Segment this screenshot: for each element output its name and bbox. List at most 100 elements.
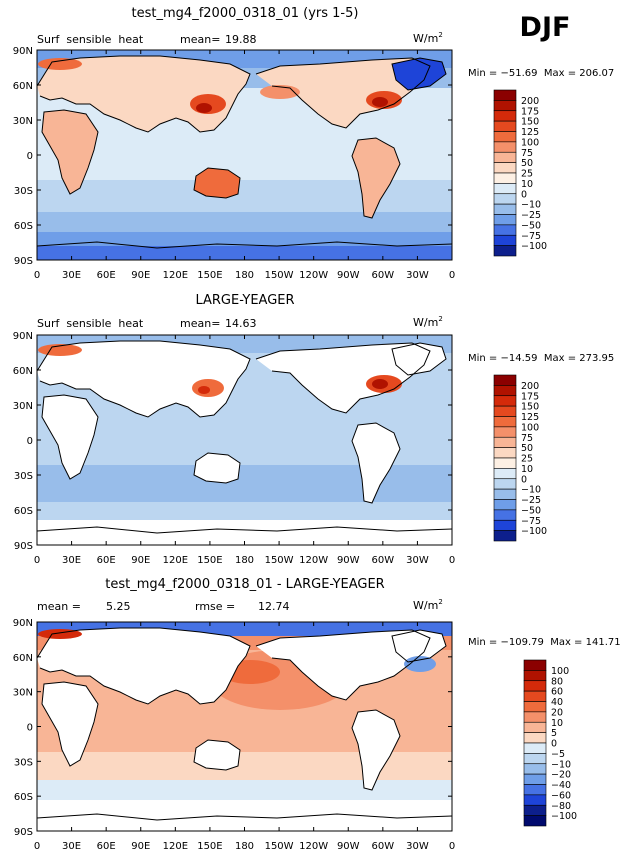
lat-tick-label: 0	[27, 151, 33, 162]
coastline	[193, 452, 241, 484]
lat-tick-label: 90S	[14, 827, 33, 838]
colorbar-label: 100	[521, 137, 539, 148]
colorbar-label: −10	[521, 485, 541, 496]
lat-tick-label: 90N	[13, 46, 33, 57]
panel-1-title: test_mg4_f2000_0318_01 (yrs 1-5)	[132, 6, 359, 21]
coastline	[193, 739, 241, 771]
panel-3-map-overlay	[36, 627, 453, 821]
lon-tick-label: 0	[449, 270, 455, 281]
lon-tick-label: 30E	[62, 555, 81, 566]
colorbar-swatch	[493, 214, 517, 226]
colorbar-swatch	[493, 203, 517, 215]
lon-tick-label: 30W	[406, 555, 429, 566]
lon-tick-label: 90W	[337, 270, 360, 281]
colorbar-label: 125	[521, 127, 539, 138]
coastline	[41, 394, 99, 480]
colorbar-swatch	[493, 468, 517, 480]
land-south-america	[352, 138, 400, 218]
colorbar-swatch	[523, 773, 547, 785]
colorbar-swatch	[523, 721, 547, 733]
land-eurasia	[37, 341, 250, 417]
coastline	[351, 422, 401, 504]
colorbar-swatch	[523, 742, 547, 754]
panel-3-map	[37, 622, 452, 831]
colorbar-label: −10	[551, 759, 571, 770]
lat-tick-label: 60N	[13, 653, 33, 664]
land-australia	[194, 453, 240, 483]
colorbar-label: 10	[551, 718, 563, 729]
colorbar-swatch	[493, 374, 517, 386]
colorbar-swatch	[523, 804, 547, 816]
land-australia	[194, 168, 240, 198]
lon-tick-label: 0	[34, 270, 40, 281]
panel-2-lon-axis: 0 30E 60E 90E 120E 150E 180 150W 120W 90W 60W 30W 0	[34, 335, 455, 566]
lat-tick-label: 60S	[14, 792, 33, 803]
panel-2-lat-axis: 90N 60N 30N 0 30S 60S 90S	[13, 331, 452, 552]
lon-tick-label: 90E	[131, 841, 150, 852]
colorbar-label: 20	[551, 707, 563, 718]
coastline	[255, 342, 431, 414]
lat-tick-label: 60N	[13, 81, 33, 92]
lon-tick-label: 60W	[372, 841, 395, 852]
colorbar-label: 25	[521, 454, 533, 465]
colorbar-label: −100	[551, 811, 577, 822]
colorbar-swatch	[493, 172, 517, 184]
colorbar-label: 80	[551, 676, 563, 687]
land-greenland	[392, 58, 446, 90]
land-eurasia	[37, 56, 250, 132]
lat-tick-label: 0	[27, 723, 33, 734]
coastline	[391, 342, 447, 376]
lon-tick-label: 120W	[299, 555, 328, 566]
colorbar-swatch	[493, 120, 517, 132]
lon-tick-label: 90W	[337, 555, 360, 566]
colorbar-swatch	[493, 509, 517, 521]
southern-ocean-band	[37, 212, 452, 234]
colorbar-label: 50	[521, 443, 533, 454]
colorbar-swatch	[493, 426, 517, 438]
panel-3-mean-label: mean =	[37, 600, 81, 613]
colorbar-label: 0	[521, 474, 527, 485]
lon-tick-label: 60W	[372, 270, 395, 281]
colorbar-swatch	[523, 753, 547, 765]
panel-1: test_mg4_f2000_0318_01 (yrs 1-5) Surf se…	[13, 6, 614, 281]
colorbar-swatch	[493, 89, 517, 101]
colorbar-label: 150	[521, 402, 539, 413]
colorbar-swatch	[493, 183, 517, 195]
colorbar-swatch	[493, 131, 517, 143]
land-africa	[42, 682, 98, 766]
coastline	[255, 57, 431, 129]
lon-tick-label: 90E	[131, 270, 150, 281]
colorbar-label: 75	[521, 433, 533, 444]
lon-tick-label: 120E	[163, 841, 188, 852]
colorbar-swatch	[523, 711, 547, 723]
lon-tick-label: 0	[34, 555, 40, 566]
panel-3-title: test_mg4_f2000_0318_01 - LARGE-YEAGER	[105, 577, 384, 592]
panel-2: LARGE-YEAGER Surf sensible heat mean= 14…	[13, 293, 614, 566]
colorbar-swatch	[493, 245, 517, 257]
colorbar-label: 100	[551, 666, 569, 677]
lon-tick-label: 60W	[372, 555, 395, 566]
colorbar-swatch	[493, 416, 517, 428]
colorbar-label: 200	[521, 96, 539, 107]
lon-tick-label: 150E	[197, 841, 222, 852]
colorbar-swatch	[523, 794, 547, 806]
panel-3-mean-value: 5.25	[106, 600, 131, 613]
coastline	[36, 526, 453, 534]
panel-3-rmse-value: 12.74	[258, 600, 290, 613]
lat-tick-label: 30N	[13, 116, 33, 127]
svg-text:W/m2: W/m2	[413, 598, 443, 612]
colorbar-swatch	[523, 680, 547, 692]
colorbar-swatch	[493, 193, 517, 205]
colorbar-label: −40	[551, 780, 571, 791]
lat-tick-label: 30N	[13, 401, 33, 412]
coastline	[41, 109, 99, 195]
season-label: DJF	[520, 12, 571, 43]
colorbar-swatch	[493, 141, 517, 153]
colorbar-label: −5	[551, 749, 565, 760]
coastline	[351, 709, 401, 791]
colorbar-label: −80	[551, 801, 571, 812]
panel-2-mean-label: mean=	[180, 317, 220, 330]
panel-1-minmax: Min = −51.69 Max = 206.07	[468, 68, 614, 79]
colorbar-label: −10	[521, 200, 541, 211]
